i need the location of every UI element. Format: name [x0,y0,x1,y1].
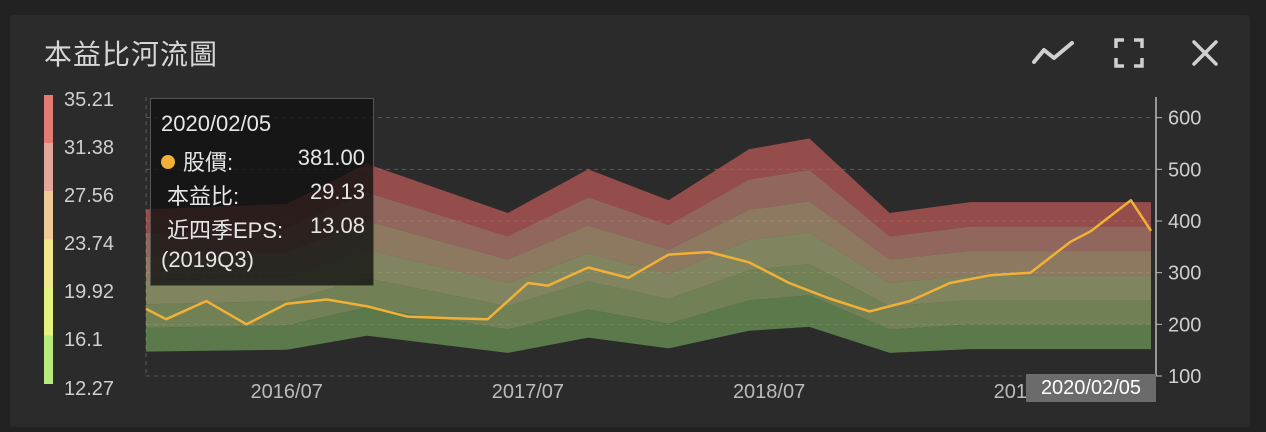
fullscreen-icon [1114,38,1144,68]
right-axis-label: 200 [1168,314,1201,336]
right-axis-label: 400 [1168,211,1201,233]
tooltip-quarter: (2019Q3) [161,247,254,272]
pe-level-label: 16.1 [64,329,103,351]
right-axis-label: 100 [1168,366,1201,388]
line-chart-icon [1032,41,1074,64]
x-axis-label: 2017/07 [492,381,564,403]
pe-band-area [146,169,1151,260]
pe-river-chart[interactable]: 100 200 300 400 500 600 2016/07 2017/07 2018/07 2… [10,15,1250,427]
chart-toolbar [1030,35,1228,71]
right-axis-label: 600 [1168,108,1201,130]
pe-band-area [146,201,1151,283]
right-axis-label: 500 [1168,159,1201,181]
x-axis-label: 2018/07 [733,381,805,403]
pe-river-panel: 本益比河流圖 35.21 31.38 27.56 23.74 19.92 16.… [10,15,1250,427]
x-axis-label: 2016/07 [251,381,323,403]
tooltip-eps-value: 13.08 [309,213,365,238]
pe-level-label: 19.92 [64,281,115,303]
tooltip-pe-label: 本益比: [167,184,240,209]
close-button[interactable] [1182,35,1228,71]
data-tooltip: 2020/02/05 股價: 381.00 本益比: 29.13 近四季EPS:… [150,98,374,286]
pe-band-area [146,138,1151,237]
price-line [145,199,1153,326]
x-axis-label: 201 [994,381,1027,403]
crosshair-date-label: 2020/02/05 [1026,374,1156,402]
right-axis-label: 300 [1168,263,1201,285]
pe-color-scale: 35.21 31.38 27.56 23.74 19.92 16.1 12.27 [44,89,124,400]
close-icon [1192,40,1218,66]
pe-level-label: 12.27 [64,378,115,400]
line-chart-button[interactable] [1030,35,1076,71]
pe-level-label: 35.21 [64,89,115,111]
tooltip-price-value: 381.00 [297,145,365,170]
pe-level-label: 27.56 [64,185,115,207]
price-dot-icon [161,155,175,169]
tooltip-pe-value: 29.13 [309,179,365,204]
pe-band-area [146,264,1151,330]
tooltip-price-label: 股價: [183,150,234,175]
fullscreen-button[interactable] [1106,35,1152,71]
tooltip-eps-label: 近四季EPS: [167,218,284,243]
pe-level-label: 23.74 [64,233,115,255]
tooltip-date: 2020/02/05 [161,111,272,136]
pe-band-area [146,232,1151,307]
page-title: 本益比河流圖 [44,38,219,71]
pe-band-area [146,295,1151,353]
pe-level-label: 31.38 [64,137,115,159]
pe-color-bar [44,95,53,384]
